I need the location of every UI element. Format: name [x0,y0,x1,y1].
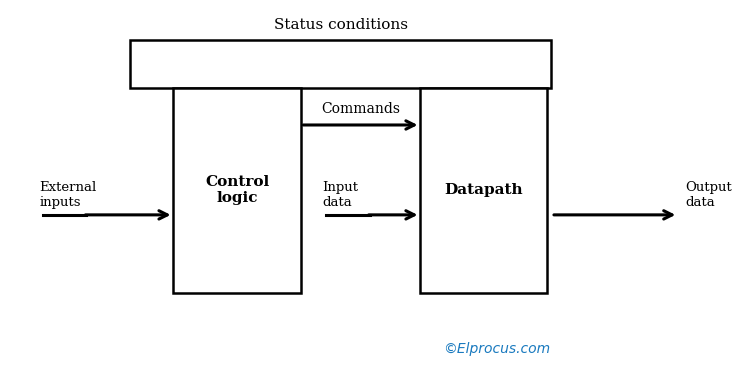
Bar [173,88,301,293]
Text: Status conditions: Status conditions [274,18,408,32]
Text: Datapath: Datapath [445,183,523,197]
Bar [420,88,548,293]
Text: External
inputs: External inputs [39,181,96,209]
Bar [130,40,551,88]
Text: Commands: Commands [321,102,400,116]
Text: Control
logic: Control logic [205,175,269,205]
Text: Output
data: Output data [685,181,732,209]
Text: ©Elprocus.com: ©Elprocus.com [443,342,551,356]
Text: Input
data: Input data [322,181,359,209]
